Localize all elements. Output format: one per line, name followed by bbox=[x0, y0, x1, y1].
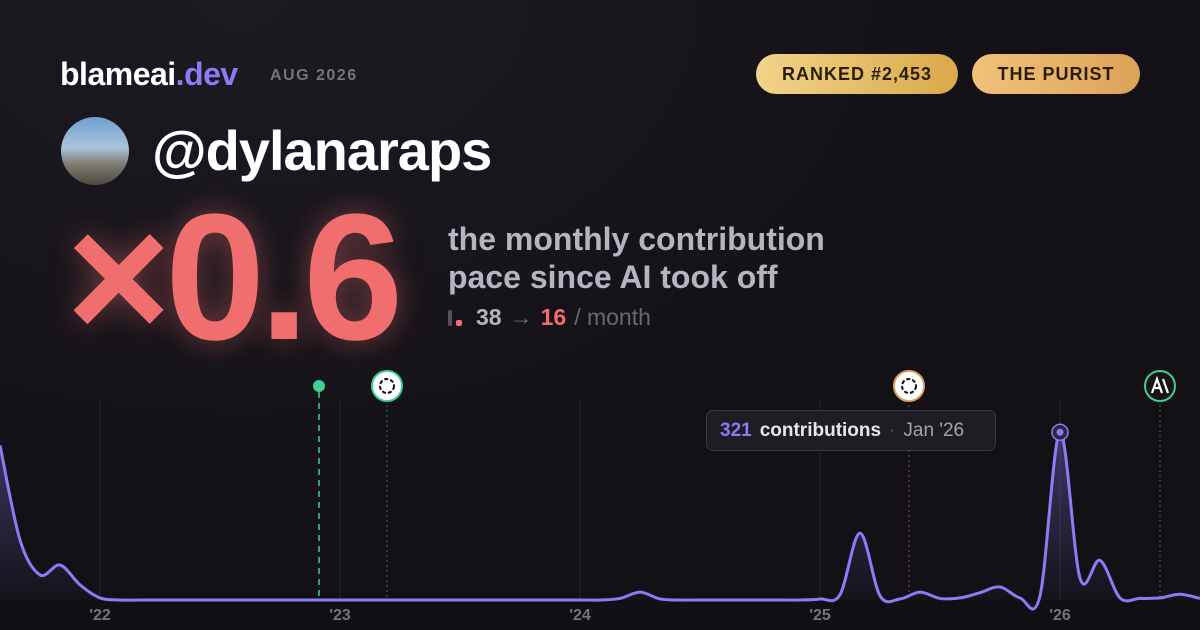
tooltip-value: 321 bbox=[720, 419, 752, 441]
stats: 38 → 16 / month bbox=[448, 304, 651, 331]
description: the monthly contribution pace since AI to… bbox=[448, 220, 825, 296]
multiplier: ×0.6 bbox=[66, 177, 403, 378]
date: AUG 2026 bbox=[270, 67, 358, 84]
event-dot bbox=[313, 380, 325, 392]
x-tick-label: '22 bbox=[89, 607, 111, 624]
stat-icon bbox=[456, 319, 462, 326]
x-tick-label: '24 bbox=[569, 607, 591, 624]
tooltip-date: Jan '26 bbox=[903, 419, 965, 441]
description-line: the monthly contribution bbox=[448, 221, 825, 257]
event-glyph bbox=[1150, 375, 1170, 394]
event-icon bbox=[371, 370, 403, 402]
axis-band bbox=[0, 600, 1200, 630]
tooltip-label: contributions bbox=[759, 419, 882, 441]
username: @dylanaraps bbox=[152, 119, 492, 182]
stat-before: 38 bbox=[476, 304, 502, 330]
event-glyph bbox=[379, 378, 395, 394]
persona-badge: THE PURIST bbox=[972, 54, 1140, 94]
x-tick-label: '25 bbox=[809, 607, 831, 624]
stat-unit: / month bbox=[574, 304, 651, 330]
rank-badge: RANKED #2,453 bbox=[756, 54, 958, 94]
stat-arrow: → bbox=[509, 304, 533, 330]
brand: blameai.dev bbox=[60, 56, 238, 93]
tooltip: 321 contributions · Jan '26 bbox=[706, 410, 996, 451]
brand-suffix: .dev bbox=[175, 56, 239, 92]
stat-after: 16 bbox=[540, 304, 567, 330]
event-glyph bbox=[901, 378, 917, 394]
area bbox=[0, 432, 1200, 610]
event-icon bbox=[893, 370, 925, 402]
peak-dot bbox=[1056, 428, 1064, 436]
brand-name: blameai bbox=[60, 56, 176, 92]
stat-icon bbox=[448, 309, 452, 326]
description-line: pace since AI took off bbox=[448, 259, 778, 295]
avatar bbox=[61, 117, 129, 185]
x-tick-label: '26 bbox=[1049, 607, 1071, 624]
x-tick-label: '23 bbox=[329, 607, 351, 624]
line bbox=[0, 430, 1200, 611]
tooltip-sep: · bbox=[889, 419, 896, 441]
